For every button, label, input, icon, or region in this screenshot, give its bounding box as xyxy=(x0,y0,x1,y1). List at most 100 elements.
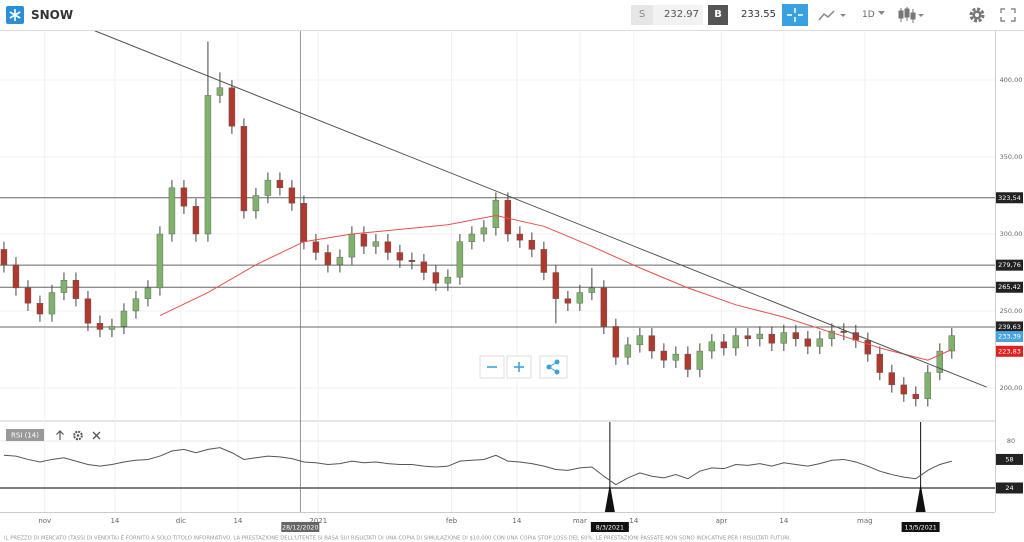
expand-button[interactable] xyxy=(1000,8,1016,22)
buy-price: 233.55 xyxy=(741,9,776,20)
candle-body xyxy=(432,272,440,284)
sell-label[interactable]: S xyxy=(638,9,646,20)
candle-body xyxy=(948,335,956,352)
candle-body xyxy=(696,350,704,370)
marker-label: 13/5/2021 xyxy=(904,525,936,532)
level-box xyxy=(996,259,1023,271)
candle-body xyxy=(564,298,572,304)
level-box xyxy=(996,321,1023,333)
price-label: 223,83 xyxy=(998,347,1021,355)
candle-body xyxy=(96,323,104,330)
toolbar: SNOW S 232.97 B 233.55 1D xyxy=(0,0,1024,31)
moving-average xyxy=(159,215,953,361)
chart-type-button[interactable] xyxy=(818,8,848,22)
candle-body xyxy=(552,272,560,299)
x-tick-label: 14 xyxy=(779,517,788,525)
disclaimer: IL PREZZO DI MERCATO (TASSI DI VENDITA) … xyxy=(4,534,792,542)
candle-button[interactable] xyxy=(898,6,926,24)
marker-box xyxy=(590,522,629,532)
candle-body xyxy=(672,353,680,361)
candle-body xyxy=(384,241,392,253)
share-icon xyxy=(546,359,560,375)
candle-body xyxy=(756,333,764,339)
rsi-up-icon[interactable] xyxy=(56,430,64,440)
candle-body xyxy=(240,126,248,212)
rsi-title-box xyxy=(6,429,44,441)
x-tick-label: 14 xyxy=(233,517,242,525)
candle-body xyxy=(792,332,800,339)
candle-body xyxy=(600,287,608,327)
candle-body xyxy=(504,199,512,235)
candle-body xyxy=(780,332,788,344)
candle-body xyxy=(288,187,296,204)
marker-label: 8/3/2021 xyxy=(596,525,624,532)
buy-button[interactable] xyxy=(708,5,728,25)
candle-body xyxy=(840,330,848,333)
candle-body xyxy=(768,333,776,344)
candle-body xyxy=(612,326,620,358)
candle-body xyxy=(156,233,164,289)
candle-body xyxy=(108,326,116,330)
sell-field xyxy=(653,5,703,25)
candle-body xyxy=(876,353,884,373)
x-tick-label: 2021 xyxy=(309,517,327,525)
marker-box xyxy=(281,522,320,532)
price-label: 233,39 xyxy=(998,333,1021,341)
x-tick-label: feb xyxy=(446,517,458,525)
x-tick-label: 14 xyxy=(629,517,638,525)
sell-price: 232.97 xyxy=(664,9,699,20)
candle-body xyxy=(624,344,632,358)
price-box xyxy=(996,345,1023,357)
y-tick-label: 250,00 xyxy=(1000,307,1023,315)
candle-body xyxy=(216,87,224,96)
candle-body xyxy=(468,233,476,242)
level-label: 323,54 xyxy=(998,194,1021,202)
rsi-close-icon[interactable] xyxy=(92,431,101,440)
candle-body xyxy=(444,276,452,284)
candle-body xyxy=(744,335,752,339)
marker-arrow xyxy=(915,484,926,512)
candle-body xyxy=(636,335,644,346)
candle-body xyxy=(720,341,728,349)
dropdown[interactable] xyxy=(878,11,886,17)
settings-button[interactable] xyxy=(968,6,986,24)
level-box xyxy=(996,482,1023,494)
candle-body xyxy=(264,179,272,196)
candle-body xyxy=(276,179,284,189)
candle-body xyxy=(924,372,932,399)
candle-body xyxy=(144,287,152,299)
candle-body xyxy=(72,279,80,299)
price-box xyxy=(996,331,1023,343)
x-tick-label: mag xyxy=(857,517,873,525)
y-tick-label: 200,00 xyxy=(1000,384,1023,392)
y-tick-label: 400,00 xyxy=(1000,76,1023,84)
share-button[interactable] xyxy=(539,355,568,379)
candle-body xyxy=(252,195,260,212)
candle-body xyxy=(396,252,404,261)
rsi-settings-icon[interactable] xyxy=(73,430,83,441)
candle-body xyxy=(120,310,128,327)
candle-body xyxy=(300,203,308,242)
buy-label[interactable]: B xyxy=(714,9,722,20)
crosshair-button[interactable] xyxy=(782,4,808,26)
trendline xyxy=(92,29,987,388)
level-box xyxy=(996,281,1023,293)
y-tick-label: 350,00 xyxy=(1000,153,1023,161)
rsi-value-label: 58 xyxy=(1005,455,1013,463)
level-label: 239,63 xyxy=(998,323,1021,331)
candle-body xyxy=(336,256,344,266)
x-tick-label: mar xyxy=(573,517,587,525)
candle-body xyxy=(348,233,356,258)
candle-body xyxy=(228,87,236,127)
sell-button[interactable] xyxy=(631,5,653,25)
candle-body xyxy=(588,287,596,293)
candle-body xyxy=(648,335,656,352)
x-tick-label: 14 xyxy=(512,517,521,525)
candle-body xyxy=(132,298,140,312)
candle-body xyxy=(36,303,44,315)
candle-body xyxy=(84,298,92,324)
timeframe[interactable]: 1D xyxy=(862,10,875,20)
